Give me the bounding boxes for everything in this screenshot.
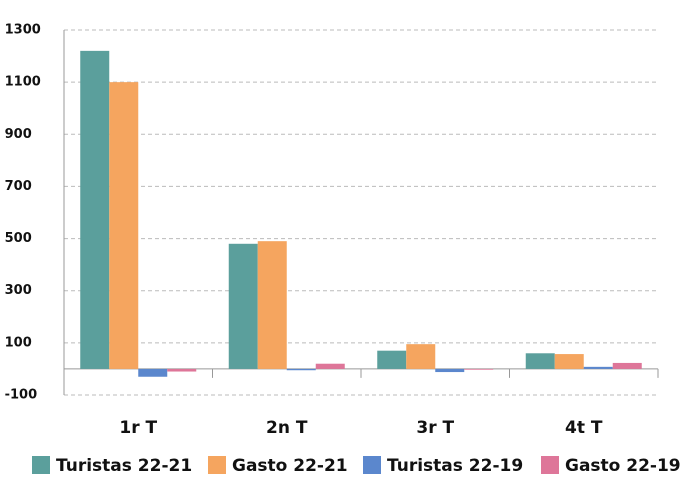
y-tick-label: 1100: [5, 75, 41, 90]
legend-swatch: [32, 456, 50, 474]
x-tick-label: 3r T: [416, 418, 454, 438]
legend-swatch: [208, 456, 226, 474]
y-tick-label: 300: [5, 283, 32, 298]
y-tick-label: 500: [5, 231, 32, 246]
x-tick-label: 4t T: [565, 418, 603, 438]
legend-swatch: [541, 456, 559, 474]
y-tick-label: 900: [5, 127, 32, 142]
y-tick-label: 1300: [5, 23, 41, 38]
legend-label: Turistas 22-21: [56, 456, 192, 476]
bar: [138, 368, 168, 377]
bar: [464, 368, 494, 370]
bar: [286, 368, 316, 371]
bar: [228, 243, 258, 369]
y-tick-label: 100: [5, 335, 32, 350]
x-tick-label: 1r T: [119, 418, 157, 438]
bar: [257, 241, 287, 369]
bar: [80, 50, 110, 369]
bar: [435, 368, 465, 373]
x-tick-label: 2n T: [266, 418, 308, 438]
legend-label: Gasto 22-21: [232, 456, 348, 476]
bar: [406, 344, 436, 369]
bar: [167, 368, 197, 372]
bar: [315, 363, 345, 369]
y-tick-label: 700: [5, 179, 32, 194]
bar: [554, 354, 584, 369]
legend-label: Turistas 22-19: [387, 456, 523, 476]
legend-swatch: [363, 456, 381, 474]
bar: [109, 82, 139, 369]
bar: [583, 366, 613, 369]
y-tick-label: -100: [5, 388, 38, 403]
bar: [525, 353, 555, 369]
legend-label: Gasto 22-19: [565, 456, 681, 476]
bar: [377, 350, 407, 369]
bar: [612, 362, 642, 369]
